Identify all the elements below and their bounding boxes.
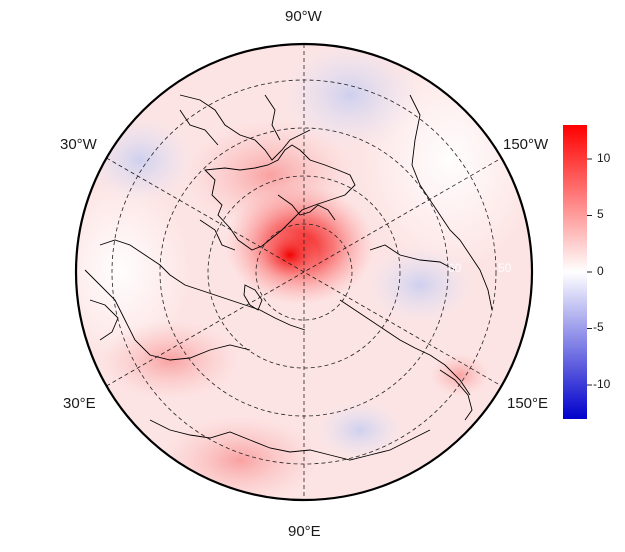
lon-label-30e: 30°E — [63, 395, 96, 412]
graticule — [106, 44, 502, 500]
coastlines — [84, 94, 493, 461]
colorbar-tick-label: 0 — [597, 264, 604, 278]
inner-label-60: 60 — [448, 261, 462, 275]
lon-label-150w: 150°W — [503, 136, 549, 153]
map-boundary — [74, 42, 534, 502]
inner-label-50: 50 — [498, 261, 512, 275]
colorbar-tick-label: 5 — [597, 207, 604, 221]
anomaly-field — [76, 44, 532, 500]
colorbar-gradient — [563, 125, 587, 419]
colorbar-tick-label: -5 — [593, 320, 604, 334]
lon-label-30w: 30°W — [60, 136, 97, 153]
lon-label-150e: 150°E — [507, 395, 549, 412]
colorbar-tick-label: 10 — [597, 151, 611, 165]
lon-label-90w: 90°W — [285, 8, 322, 25]
lon-label-90e: 90°E — [288, 523, 321, 540]
colorbar-tick-label: -10 — [593, 377, 611, 391]
colorbar-ticks — [587, 158, 592, 386]
